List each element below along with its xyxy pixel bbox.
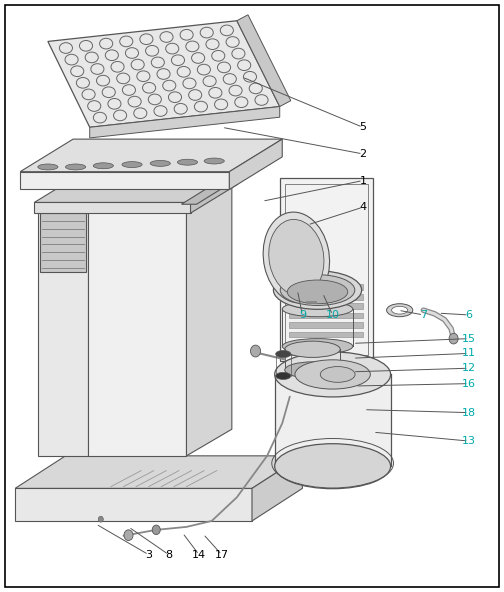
Ellipse shape: [287, 280, 348, 304]
Polygon shape: [289, 332, 363, 337]
Ellipse shape: [280, 275, 355, 305]
Polygon shape: [181, 182, 232, 204]
Polygon shape: [90, 107, 280, 138]
Polygon shape: [15, 456, 302, 488]
Ellipse shape: [276, 372, 291, 379]
Ellipse shape: [177, 159, 198, 165]
Text: 5: 5: [359, 123, 366, 132]
Polygon shape: [38, 201, 88, 456]
Circle shape: [98, 516, 103, 522]
Polygon shape: [289, 294, 363, 300]
Text: 3: 3: [145, 550, 152, 559]
Ellipse shape: [38, 164, 58, 170]
Text: 16: 16: [462, 379, 476, 388]
Ellipse shape: [321, 366, 355, 382]
Polygon shape: [289, 303, 363, 309]
Ellipse shape: [275, 444, 391, 489]
Polygon shape: [191, 173, 238, 213]
Polygon shape: [48, 21, 280, 127]
Polygon shape: [289, 284, 363, 290]
Circle shape: [124, 530, 133, 540]
Text: 6: 6: [465, 310, 472, 320]
Ellipse shape: [282, 339, 353, 354]
Ellipse shape: [66, 164, 86, 170]
Polygon shape: [229, 139, 282, 189]
Polygon shape: [34, 202, 191, 213]
Polygon shape: [275, 375, 391, 466]
Ellipse shape: [204, 158, 224, 164]
Polygon shape: [280, 178, 373, 361]
Polygon shape: [40, 213, 86, 272]
Polygon shape: [186, 175, 232, 456]
Ellipse shape: [285, 341, 340, 358]
Circle shape: [250, 345, 261, 357]
Text: 2: 2: [359, 149, 366, 159]
Ellipse shape: [282, 301, 353, 317]
Text: 13: 13: [462, 436, 476, 446]
Polygon shape: [285, 184, 368, 355]
Ellipse shape: [273, 271, 361, 310]
Text: 7: 7: [420, 310, 427, 320]
Polygon shape: [88, 201, 186, 456]
Text: 11: 11: [462, 349, 476, 358]
Text: 12: 12: [462, 363, 476, 373]
Circle shape: [449, 333, 458, 344]
Polygon shape: [252, 456, 302, 521]
Ellipse shape: [392, 307, 408, 314]
Ellipse shape: [285, 362, 340, 378]
Ellipse shape: [295, 360, 370, 389]
Polygon shape: [34, 173, 238, 202]
Text: 8: 8: [165, 550, 172, 559]
Text: 14: 14: [192, 550, 206, 559]
Ellipse shape: [276, 350, 291, 358]
Text: 15: 15: [462, 334, 476, 343]
Ellipse shape: [263, 212, 330, 303]
Text: 17: 17: [215, 550, 229, 559]
Ellipse shape: [275, 352, 391, 397]
Text: 1: 1: [359, 176, 366, 185]
Polygon shape: [289, 313, 363, 318]
Text: 4: 4: [359, 202, 366, 212]
Polygon shape: [15, 488, 252, 521]
Text: 10: 10: [326, 310, 340, 320]
Ellipse shape: [150, 160, 170, 166]
Polygon shape: [289, 322, 363, 328]
Polygon shape: [20, 139, 282, 172]
Circle shape: [152, 525, 160, 535]
Ellipse shape: [387, 304, 413, 317]
Ellipse shape: [122, 162, 142, 168]
Polygon shape: [237, 15, 291, 107]
Ellipse shape: [269, 220, 324, 295]
Text: 18: 18: [462, 408, 476, 417]
Ellipse shape: [93, 163, 113, 169]
Polygon shape: [20, 172, 229, 189]
Text: 9: 9: [299, 310, 306, 320]
